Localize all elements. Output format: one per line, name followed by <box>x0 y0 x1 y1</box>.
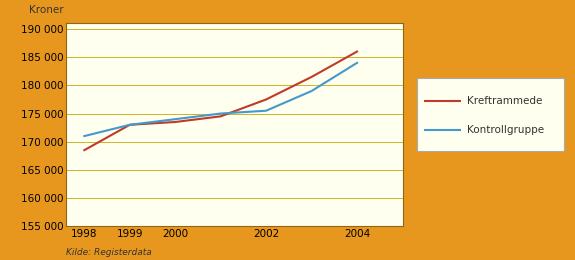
Kontrollgruppe <box>308 89 315 93</box>
Kontrollgruppe <box>172 118 179 121</box>
Line: Kreftrammede: Kreftrammede <box>85 51 357 150</box>
Kontrollgruppe <box>354 61 361 64</box>
Kontrollgruppe <box>217 112 224 115</box>
Kreftrammede <box>308 75 315 79</box>
Kreftrammede <box>354 50 361 53</box>
Line: Kontrollgruppe: Kontrollgruppe <box>85 63 357 136</box>
Kontrollgruppe <box>263 109 270 112</box>
Text: Kontrollgruppe: Kontrollgruppe <box>467 125 544 135</box>
Kontrollgruppe <box>126 123 133 126</box>
Kreftrammede <box>217 115 224 118</box>
Kontrollgruppe <box>81 134 88 138</box>
Text: Kroner: Kroner <box>29 5 64 15</box>
Text: Kreftrammede: Kreftrammede <box>467 96 542 106</box>
Kreftrammede <box>81 148 88 152</box>
Kreftrammede <box>172 120 179 124</box>
Text: Kilde: Registerdata: Kilde: Registerdata <box>66 248 152 257</box>
Kreftrammede <box>263 98 270 101</box>
Kreftrammede <box>126 123 133 126</box>
